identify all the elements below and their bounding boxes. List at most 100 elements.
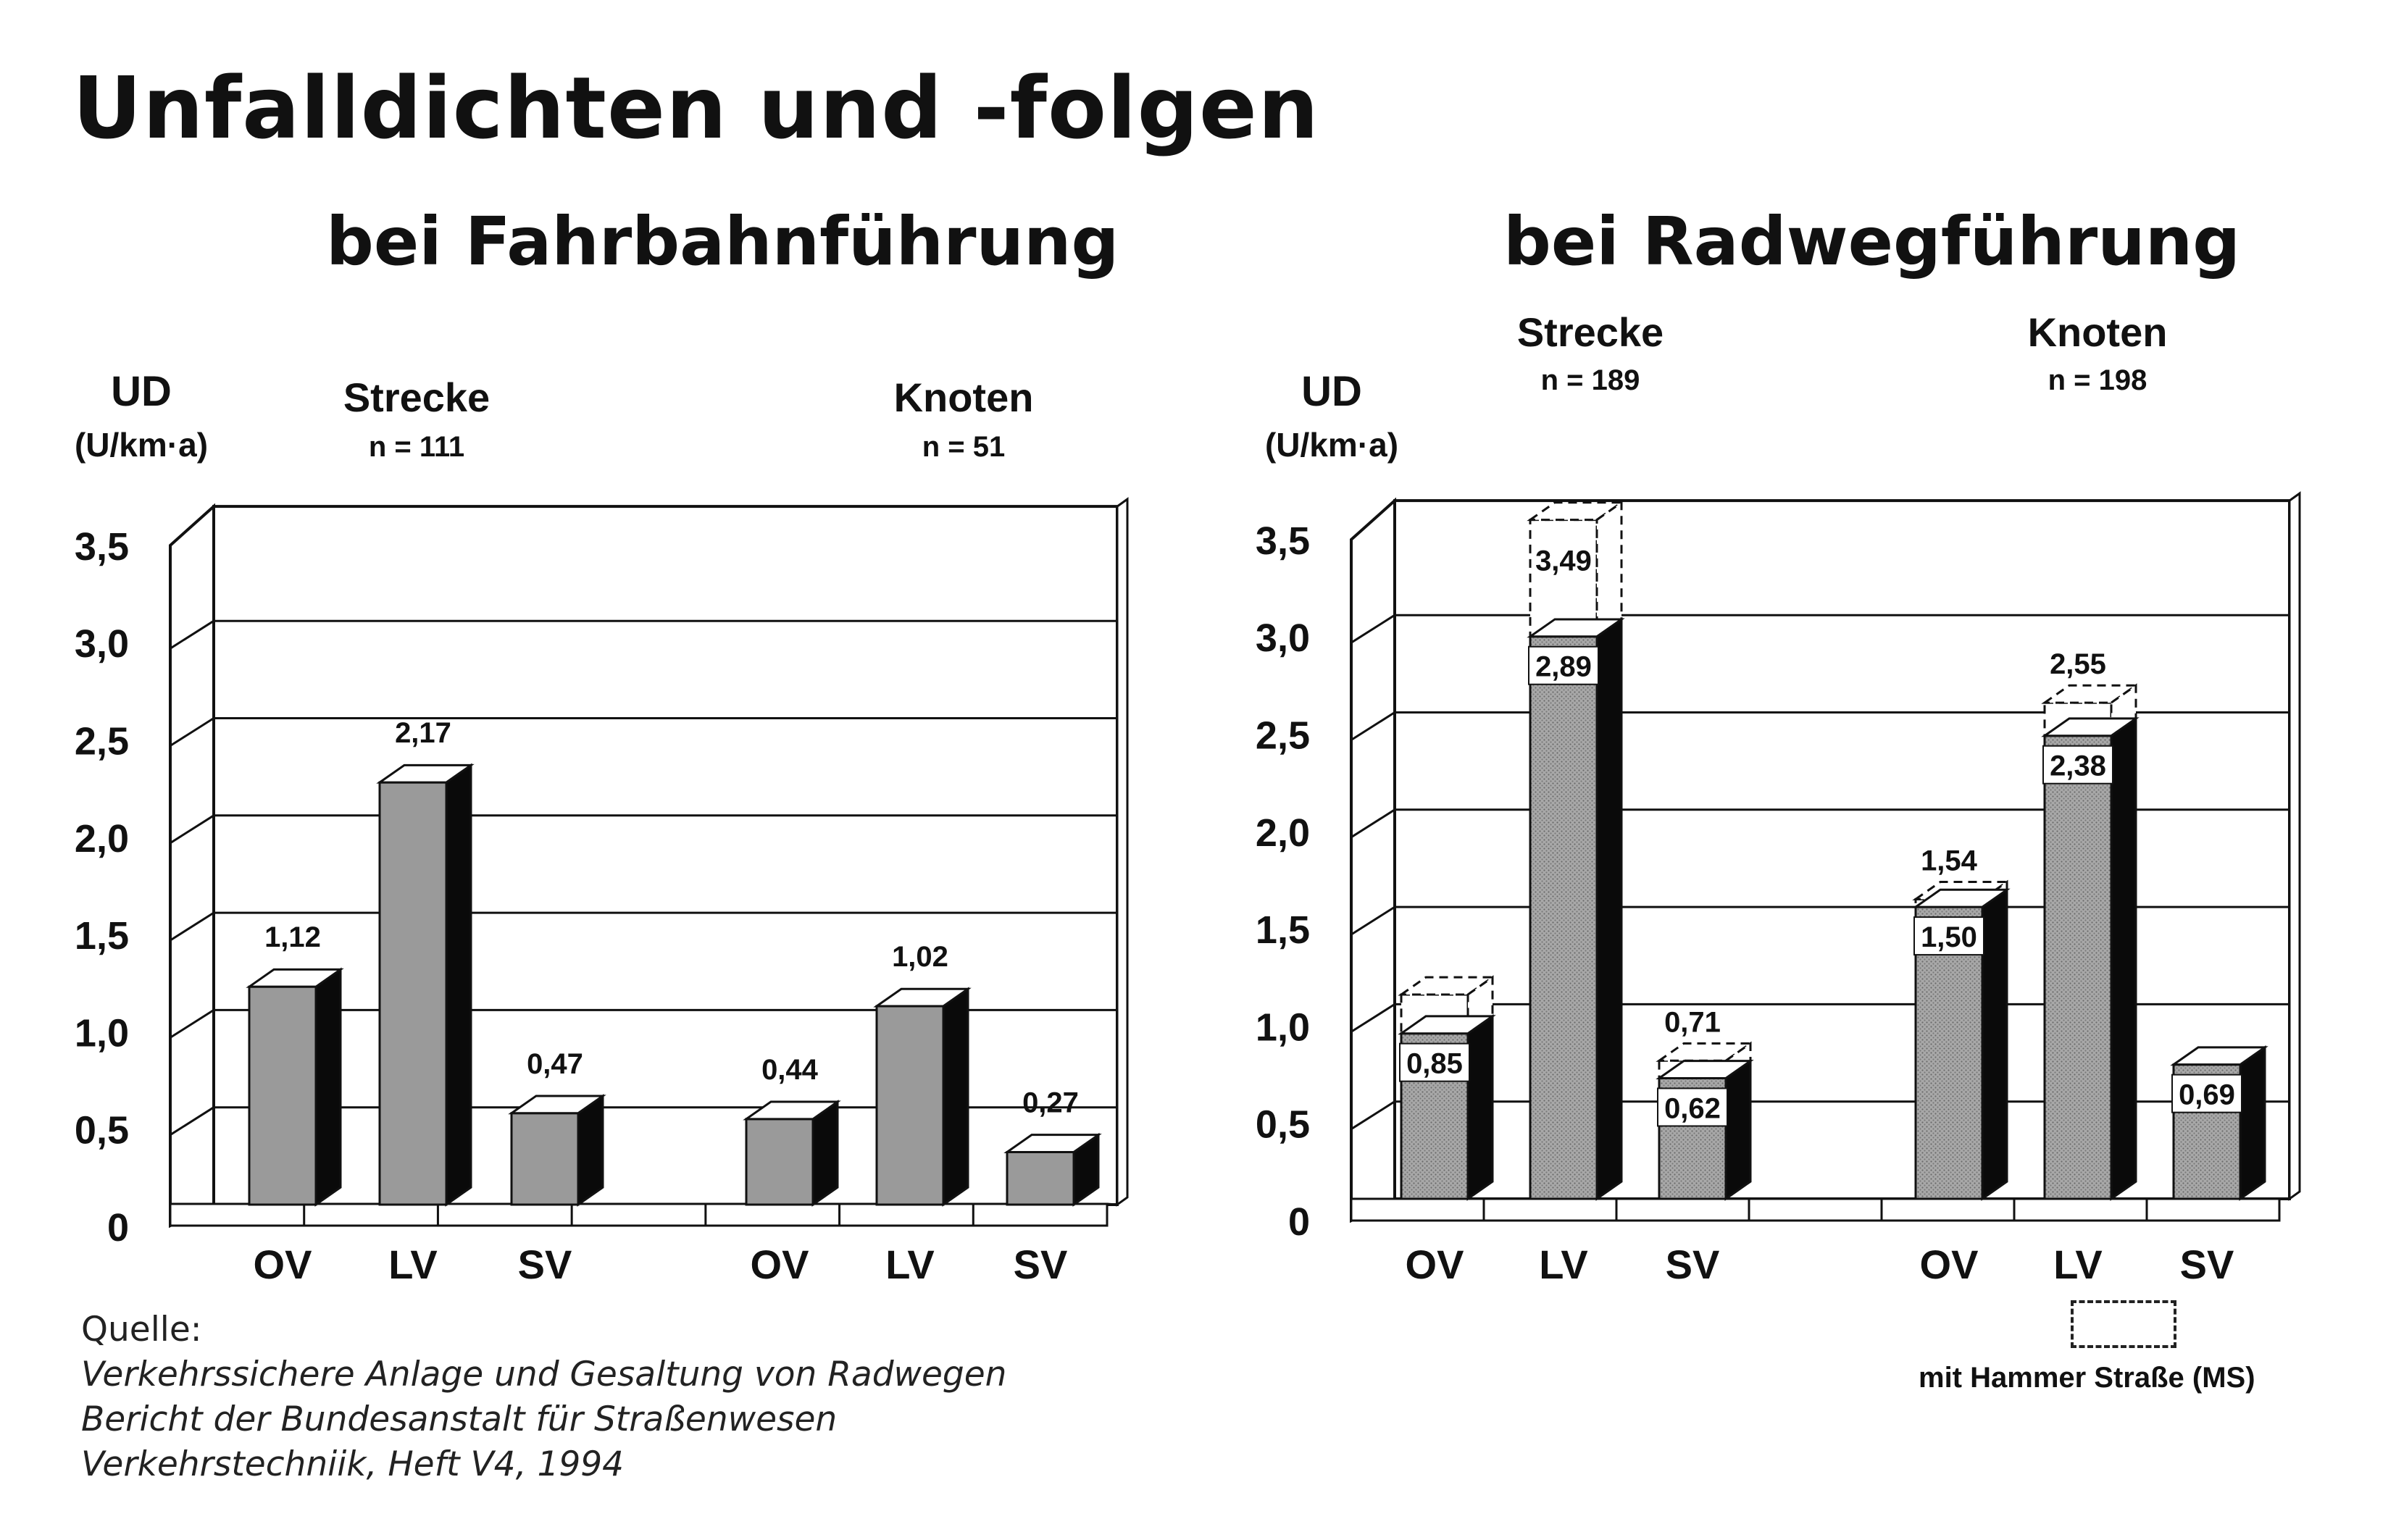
gridline-side [170, 911, 214, 942]
bar-top [1003, 1134, 1102, 1153]
y-axis-title: UD [111, 368, 172, 415]
bar-top [1912, 888, 2011, 908]
page-title: Unfalldichten und -folgen [72, 58, 1319, 158]
gridline-side [170, 1106, 214, 1136]
bar [248, 985, 317, 1206]
bar-extension [1529, 519, 1598, 638]
plot-right-edge [2288, 491, 2301, 1201]
category-label: SV [2180, 1242, 2234, 1287]
bar-value-label: 2,38 [2050, 750, 2106, 782]
y-tick-label: 1,5 [75, 914, 129, 958]
y-axis-title: UD [1301, 368, 1362, 415]
bar [2043, 735, 2113, 1200]
bar [875, 1005, 945, 1206]
plot-side-wall [169, 503, 215, 1229]
bar-top [873, 987, 972, 1008]
y-tick-label: 0 [107, 1206, 129, 1250]
group-label: Knoten [2028, 309, 2168, 355]
y-tick-label: 0,5 [75, 1109, 129, 1152]
bar-value-box [1913, 916, 1984, 956]
group-label: Knoten [894, 374, 1034, 420]
legend-swatch-dashed [2071, 1300, 2176, 1348]
legend-label: mit Hammer Straße (MS) [1919, 1362, 2255, 1394]
bar-side [577, 1094, 604, 1207]
bar-top [1527, 618, 1625, 638]
category-label: LV [388, 1242, 437, 1287]
bar-extension-label: 3,49 [1535, 545, 1592, 577]
left-chart: 0 0,5 1,0 1,5 2,0 2,5 3,0 3,5 UD (U/km·a) Strecke n… [75, 368, 1129, 1287]
y-axis-unit: (U/km·a) [75, 426, 208, 464]
y-tick-label: 3,0 [75, 622, 129, 666]
bar-value-label: 0,27 [1022, 1087, 1079, 1118]
category-label: OV [1406, 1242, 1464, 1287]
bar-value-label: 1,02 [892, 941, 948, 973]
bar-top [2041, 717, 2140, 737]
bar-value-box [1399, 1042, 1470, 1082]
bar-value-label: 0,44 [761, 1054, 819, 1086]
right-chart-title: bei Radwegführung [1503, 203, 2241, 280]
bar [1006, 1150, 1075, 1206]
category-label: SV [518, 1242, 572, 1287]
y-tick-label: 0,5 [1256, 1103, 1310, 1147]
bar [1529, 635, 1598, 1200]
bar-top [1656, 1060, 1754, 1079]
bar [510, 1112, 580, 1206]
bar-extension-top [1527, 501, 1625, 522]
source-label: Quelle: [81, 1310, 202, 1349]
bar-value-label: 0,69 [2179, 1079, 2235, 1111]
bar-side [1595, 617, 1623, 1201]
plot-back-wall [1393, 499, 2291, 1200]
gridline-side [1351, 1003, 1395, 1033]
category-label: SV [1014, 1242, 1068, 1287]
group-n-label: n = 198 [2048, 364, 2147, 396]
bar-value-label: 2,89 [1535, 651, 1592, 683]
bar-value-label: 0,62 [1664, 1092, 1721, 1124]
bar [378, 781, 448, 1206]
bar-side [1466, 1014, 1494, 1201]
gridline-side [170, 814, 214, 845]
gridline-side [1351, 905, 1395, 936]
group-label: Strecke [1517, 309, 1664, 355]
bar-extension-label: 2,55 [2050, 648, 2106, 680]
gridline-side [1351, 1100, 1395, 1130]
group-n-label: n = 111 [369, 431, 464, 463]
right-chart: 0 0,5 1,0 1,5 2,0 2,5 3,0 3,5 UD (U/km·a) Strecke n… [1256, 309, 2301, 1287]
y-tick-label: 1,0 [1256, 1005, 1310, 1049]
bar-top [508, 1095, 606, 1115]
y-tick-label: 0 [1288, 1200, 1310, 1244]
bar-top [376, 763, 475, 784]
bar-side [1981, 887, 2008, 1201]
category-label: LV [1539, 1242, 1587, 1287]
gridline-side [1351, 614, 1395, 644]
bar-side [2110, 716, 2137, 1201]
y-tick-label: 3,5 [1256, 519, 1310, 563]
bar-extension-label: 0,71 [1664, 1006, 1721, 1038]
y-tick-label: 3,0 [1256, 616, 1310, 660]
bar-value-label: 0,85 [1406, 1048, 1463, 1080]
y-tick-label: 1,5 [1256, 908, 1310, 952]
category-label: OV [254, 1242, 312, 1287]
bar-top [246, 968, 344, 988]
category-label: LV [2053, 1242, 2102, 1287]
bar-top [2170, 1046, 2268, 1066]
category-label: OV [751, 1242, 809, 1287]
bar-side [445, 763, 472, 1207]
bar-value-box [2042, 745, 2113, 784]
bar-extension-top [2041, 684, 2140, 704]
group-n-label: n = 51 [922, 431, 1006, 463]
bar-value-box [1657, 1087, 1728, 1127]
y-axis-unit: (U/km·a) [1265, 426, 1398, 464]
gridline-side [1351, 808, 1395, 839]
bar-value-box [2171, 1074, 2242, 1113]
bar-extension-label: 1,54 [1921, 845, 1978, 876]
source-line-1: Verkehrssichere Anlage und Gesaltung von… [81, 1355, 1007, 1394]
y-tick-label: 3,5 [75, 525, 129, 569]
y-tick-label: 2,0 [1256, 811, 1310, 855]
bar-side [314, 967, 342, 1207]
bar-extension-top [1398, 976, 1496, 996]
plot-back-wall [212, 505, 1119, 1206]
source-line-2: Bericht der Bundesanstalt für Straßenwes… [81, 1399, 838, 1439]
gridline-side [170, 717, 214, 747]
bar-top [743, 1100, 841, 1121]
